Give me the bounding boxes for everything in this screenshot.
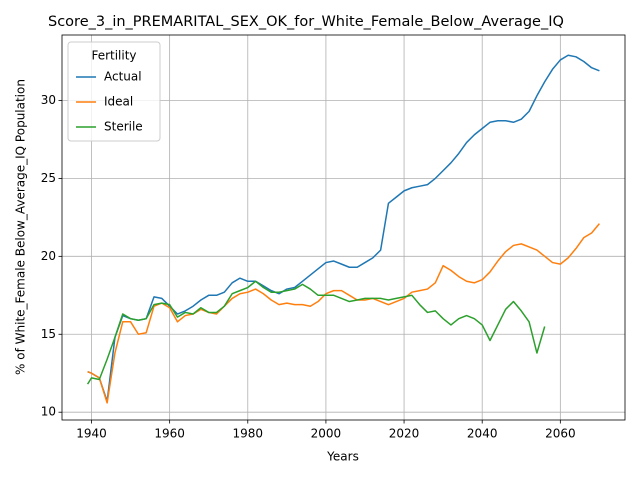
x-tick-label: 1980: [233, 427, 264, 441]
legend-label: Sterile: [104, 120, 143, 134]
y-axis-label: % of White_Female Below_Average_IQ Popul…: [14, 79, 28, 375]
legend-box: [67, 41, 161, 142]
x-tick-label: 1960: [154, 427, 185, 441]
series-line: [87, 223, 600, 404]
x-tick-label: 1940: [76, 427, 107, 441]
plot-frame: [61, 34, 626, 421]
y-tick-label: 15: [41, 327, 56, 341]
legend-label: Actual: [104, 70, 142, 84]
series-line: [87, 54, 600, 403]
legend-title: Fertility: [91, 49, 136, 63]
x-tick-label: 2000: [311, 427, 342, 441]
chart-title: Score_3_in_PREMARITAL_SEX_OK_for_White_F…: [48, 14, 564, 30]
legend-label: Ideal: [104, 95, 133, 109]
x-tick-label: 2060: [545, 427, 576, 441]
y-tick-label: 10: [41, 405, 56, 419]
y-tick-label: 20: [41, 249, 56, 263]
x-tick-label: 2020: [389, 427, 420, 441]
series-line: [86, 280, 546, 385]
x-axis-label: Years: [326, 450, 359, 464]
x-tick-label: 2040: [467, 427, 498, 441]
y-tick-label: 30: [41, 93, 56, 107]
y-tick-label: 25: [41, 171, 56, 185]
